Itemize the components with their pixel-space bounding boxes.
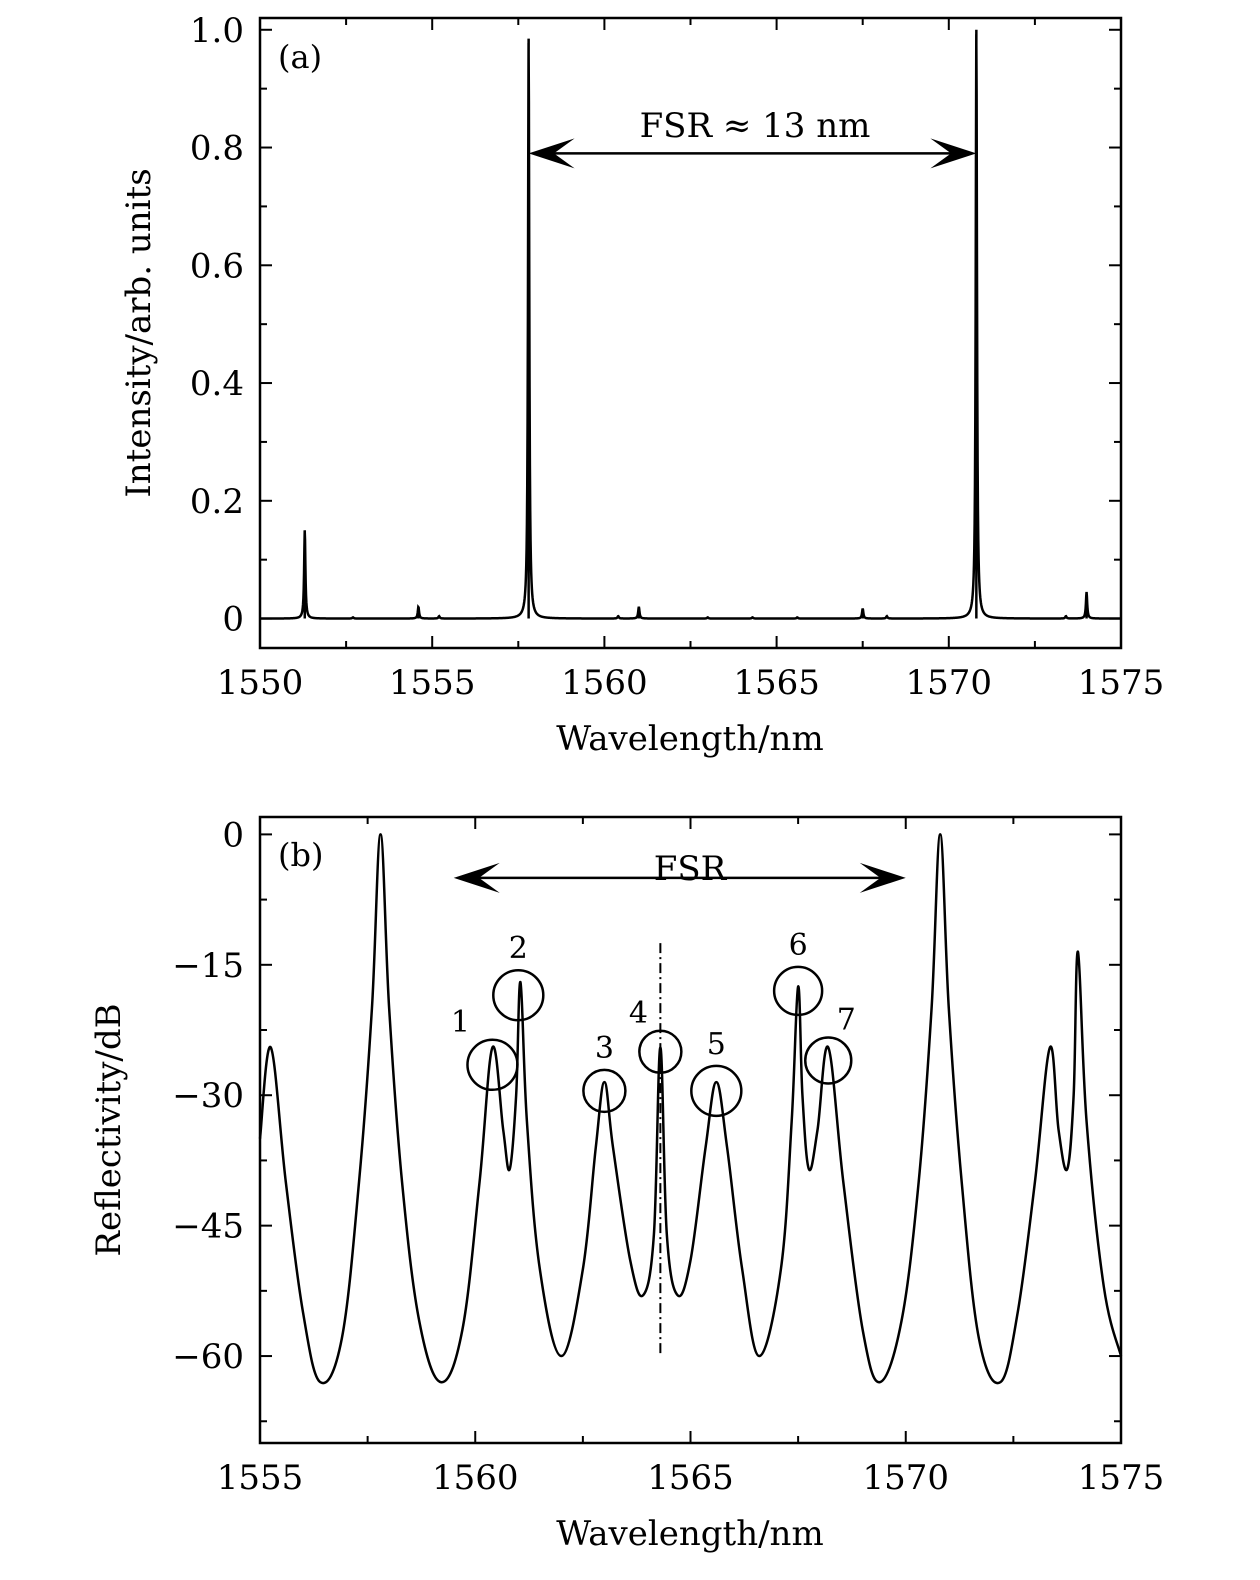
peak-marker-circle: [690, 1064, 743, 1118]
panel-b-tick-labels: 1555 1560 1565 1570 1575 0 −15 −30 −45 −60: [172, 815, 1164, 1498]
panel-a-fsr-label: FSR ≈ 13 nm: [640, 106, 871, 146]
arrow-head-left: [453, 862, 500, 893]
panel-a-spectrum-line: [260, 29, 1121, 620]
peak-marker-circle: [582, 1068, 627, 1114]
x-tick-label: 1560: [561, 663, 648, 703]
y-tick-label: −60: [172, 1337, 244, 1377]
y-tick-label: 0.2: [190, 482, 244, 522]
x-tick-label: 1565: [647, 1458, 734, 1498]
peak-marker-circle: [804, 1036, 853, 1085]
y-tick-label: −45: [172, 1207, 244, 1247]
peak-marker-circle: [638, 1029, 683, 1074]
x-tick-label: 1555: [217, 1458, 304, 1498]
panel-b-peak-markers: 1 2 34 5 6 7: [451, 928, 856, 1118]
peak-marker-circle: [772, 965, 824, 1017]
panel-b-fsr-label: FSR: [654, 849, 728, 889]
y-tick-label: −30: [172, 1076, 244, 1116]
arrow-head-right: [859, 862, 906, 893]
x-tick-label: 1575: [1078, 1458, 1165, 1498]
peak-marker-label: 6: [789, 928, 808, 963]
panel-b-label: (b): [278, 836, 323, 874]
panel-b-reflectivity-line: [258, 833, 1123, 1385]
panel-b-x-axis-title: Wavelength/nm: [556, 1514, 823, 1554]
panel-a-y-axis-title: Intensity/arb. units: [119, 168, 159, 497]
panel-a-plot-frame: [258, 16, 1123, 650]
arrow-head-left: [528, 138, 575, 169]
arrow-head-right: [930, 138, 977, 169]
y-tick-label: 0.4: [190, 364, 244, 404]
panel-a-tick-labels: 1550 1555 1560 1565 1570 1575 0 0.2 0.4 0.6 0.8 1.0: [190, 11, 1164, 703]
panel-a: 1550 1555 1560 1565 1570 1575 0 0.2 0.4 0.6 0.8 1.0…: [119, 11, 1164, 759]
y-tick-label: 0.8: [190, 129, 244, 169]
peak-marker-label: 7: [837, 1002, 856, 1037]
panel-b-ticks: [259, 817, 1122, 1443]
x-tick-label: 1560: [432, 1458, 519, 1498]
peak-marker-label: 5: [707, 1027, 726, 1062]
y-tick-label: 0.6: [190, 246, 244, 286]
y-tick-label: −15: [172, 946, 244, 986]
peak-marker-circle: [466, 1038, 519, 1092]
panel-b-fsr-arrow: [453, 862, 906, 893]
x-tick-label: 1570: [862, 1458, 949, 1498]
panel-a-fsr-arrow: [528, 138, 977, 169]
y-tick-label: 0: [222, 815, 244, 855]
x-tick-label: 1550: [217, 663, 304, 703]
panel-b: 1555 1560 1565 1570 1575 0 −15 −30 −45 −60 1 2 34 5 6…: [89, 815, 1164, 1554]
peak-marker-label: 1: [451, 1005, 470, 1040]
peak-marker-circle: [492, 968, 545, 1022]
x-tick-label: 1570: [906, 663, 993, 703]
panel-b-plot-frame: [258, 815, 1123, 1445]
panel-b-y-axis-title: Reflectivity/dB: [89, 1003, 129, 1256]
peak-marker-label: 4: [629, 996, 648, 1031]
peak-marker-label: 3: [595, 1031, 614, 1066]
panel-a-label: (a): [278, 38, 322, 76]
x-tick-label: 1565: [733, 663, 820, 703]
y-tick-label: 0: [222, 600, 244, 640]
y-tick-label: 1.0: [190, 11, 244, 51]
x-tick-label: 1575: [1078, 663, 1165, 703]
panel-a-x-axis-title: Wavelength/nm: [556, 719, 823, 759]
x-tick-label: 1555: [389, 663, 476, 703]
peak-marker-label: 2: [509, 931, 528, 966]
